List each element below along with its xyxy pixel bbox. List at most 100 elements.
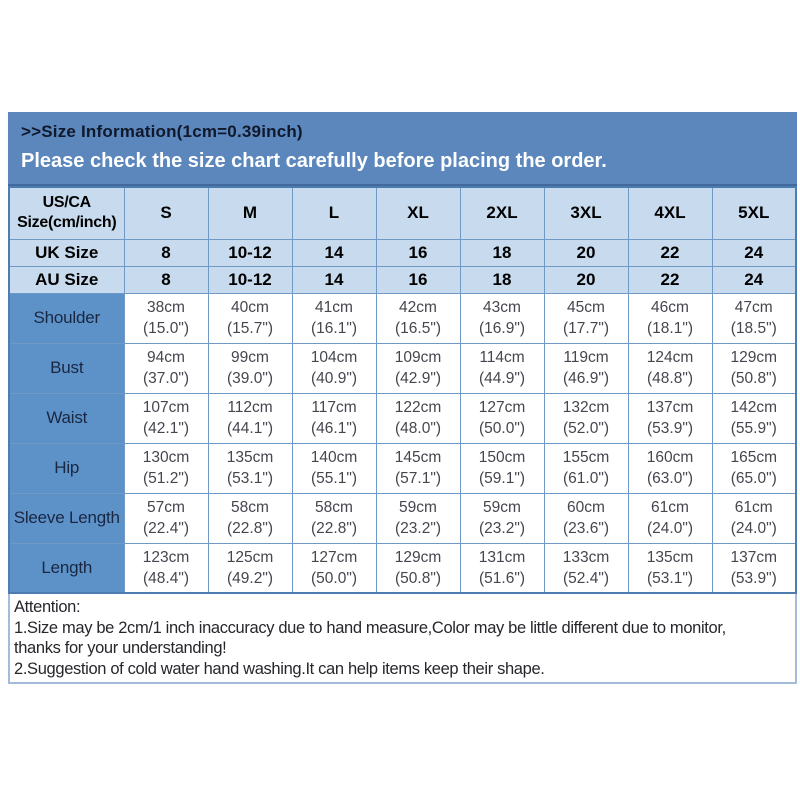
measurement-cell: 59cm (23.2") [459,492,545,544]
inch-value: (44.1") [227,420,273,437]
cm-value: 114cm [479,349,525,366]
measurement-cell: 109cm (42.9") [375,342,461,394]
cm-value: 112cm [227,399,273,416]
region-value: 20 [543,265,629,294]
measurement-cell: 40cm (15.7") [207,292,293,344]
measurement-row: Length 123cm (48.4") 125cm (49.2") 127cm (50.0… [8,542,797,594]
attention-line: 2.Suggestion of cold water hand washing.… [14,659,545,678]
column-header: S [123,186,209,240]
inch-value: (22.8") [227,520,273,537]
measurement-cell: 145cm (57.1") [375,442,461,494]
measurement-cell: 46cm (18.1") [627,292,713,344]
region-value: 18 [459,238,545,267]
corner-header: US/CA Size(cm/inch) [8,186,125,240]
measurement-cell: 150cm (59.1") [459,442,545,494]
measurement-cell: 133cm (52.4") [543,542,629,594]
cm-value: 61cm [651,499,689,516]
cm-value: 46cm [651,299,689,316]
measurement-label: Hip [8,442,125,494]
corner-line2: Size(cm/inch) [17,214,117,232]
measurement-row: Sleeve Length 57cm (22.4") 58cm (22.8") 58cm (… [8,492,797,544]
inch-value: (17.7") [563,320,609,337]
inch-value: (48.4") [143,569,189,587]
cm-value: 140cm [310,449,358,466]
measurement-cell: 137cm (53.9") [711,542,797,594]
inch-value: (23.6") [563,520,609,537]
cm-value: 135cm [646,548,694,566]
region-value: 22 [627,238,713,267]
inch-value: (52.4") [563,569,609,587]
inch-value: (55.9") [730,420,777,437]
inch-value: (16.5") [395,320,441,337]
inch-value: (18.1") [647,320,693,337]
measurement-cell: 135cm (53.1") [207,442,293,494]
cm-value: 99cm [231,349,269,366]
measurement-cell: 104cm (40.9") [291,342,377,394]
measurement-cell: 132cm (52.0") [543,392,629,444]
region-value: 14 [291,238,377,267]
cm-value: 58cm [231,499,269,516]
measurement-cell: 47cm (18.5") [711,292,797,344]
cm-value: 123cm [142,548,190,566]
cm-value: 57cm [147,499,185,516]
region-value: 20 [543,238,629,267]
inch-value: (22.4") [143,520,189,537]
inch-value: (24.0") [730,520,777,537]
cm-value: 160cm [646,449,694,466]
region-value: 24 [711,238,797,267]
cm-value: 117cm [311,399,357,416]
measurement-cell: 155cm (61.0") [543,442,629,494]
column-header: 4XL [627,186,713,240]
cm-value: 145cm [394,449,442,466]
cm-value: 165cm [730,449,778,466]
region-label: UK Size [8,238,125,267]
inch-value: (50.8") [730,370,777,387]
measurement-cell: 129cm (50.8") [375,542,461,594]
measurement-row: Bust 94cm (37.0") 99cm (39.0") 104cm (40.9") 10… [8,342,797,394]
measurement-cell: 117cm (46.1") [291,392,377,444]
region-value: 16 [375,265,461,294]
measurement-cell: 137cm (53.9") [627,392,713,444]
inch-value: (55.1") [311,470,357,487]
cm-value: 47cm [734,299,773,316]
column-header: 3XL [543,186,629,240]
cm-value: 132cm [562,399,610,416]
header-row: US/CA Size(cm/inch) S M L XL 2XL 3XL 4XL 5XL [8,186,797,240]
cm-value: 58cm [315,499,353,516]
measurement-cell: 127cm (50.0") [291,542,377,594]
measurement-cell: 112cm (44.1") [207,392,293,444]
measurement-label: Sleeve Length [8,492,125,544]
cm-value: 38cm [147,299,185,316]
cm-value: 59cm [483,499,521,516]
region-value: 22 [627,265,713,294]
measurement-cell: 38cm (15.0") [123,292,209,344]
cm-value: 129cm [730,349,778,366]
cm-value: 42cm [399,299,437,316]
measurement-cell: 61cm (24.0") [711,492,797,544]
inch-value: (23.2") [479,520,525,537]
column-header: 5XL [711,186,797,240]
measurement-cell: 45cm (17.7") [543,292,629,344]
attention-line: thanks for your understanding! [14,639,227,657]
cm-value: 45cm [567,299,605,316]
inch-value: (52.0") [563,420,609,437]
measurement-label: Shoulder [8,292,125,344]
cm-value: 142cm [730,399,778,416]
region-label: AU Size [8,265,125,294]
measurement-cell: 107cm (42.1") [123,392,209,444]
inch-value: (24.0") [647,520,693,537]
inch-value: (37.0") [143,370,189,387]
region-value: 10-12 [207,238,293,267]
inch-value: (57.1") [395,470,441,487]
cm-value: 94cm [147,349,185,366]
cm-value: 137cm [730,548,778,566]
column-header: M [207,186,293,240]
measurement-cell: 57cm (22.4") [123,492,209,544]
cm-value: 104cm [310,349,358,366]
inch-value: (15.0") [143,320,189,337]
inch-value: (65.0") [730,470,777,487]
cm-value: 43cm [483,299,521,316]
corner-line1: US/CA [42,194,92,212]
attention-line: Attention: [14,598,81,616]
